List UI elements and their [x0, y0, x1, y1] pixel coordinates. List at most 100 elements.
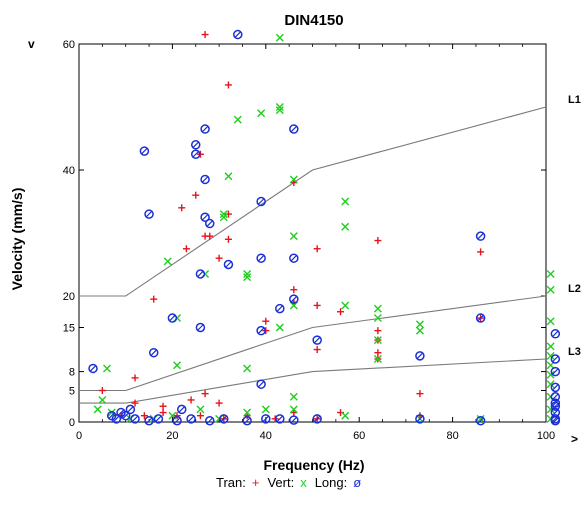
vert-point-b	[341, 222, 350, 231]
long-point	[200, 212, 210, 222]
long-point-ring	[475, 231, 486, 241]
long-point	[172, 415, 182, 426]
long-point	[550, 329, 561, 339]
vert-point-b	[98, 395, 107, 404]
vert-point	[476, 414, 485, 423]
long-point-ring	[144, 209, 154, 219]
tran-point	[313, 301, 321, 309]
long-point-ring	[289, 253, 299, 263]
long-point	[242, 415, 252, 426]
vert-point	[415, 320, 424, 329]
long-point-slash	[551, 417, 559, 425]
long-point-slash	[551, 383, 559, 391]
vert-point-b	[373, 314, 382, 323]
long-point-ring	[289, 124, 299, 134]
long-point-slash	[290, 416, 298, 424]
vert-point-b	[341, 301, 350, 310]
vert-point-b	[196, 405, 205, 414]
long-point-slash	[551, 368, 559, 376]
y-tick-label: 0	[69, 417, 75, 429]
long-point-slash	[117, 409, 125, 416]
vert-point	[275, 103, 284, 111]
long-point	[144, 415, 154, 426]
long-point-ring	[195, 322, 206, 333]
vert-point	[546, 285, 555, 294]
long-point-slash	[262, 415, 270, 423]
long-point	[289, 415, 299, 425]
reference-line-l3	[79, 358, 547, 404]
vert-point-b	[289, 175, 298, 184]
long-point-slash	[257, 254, 265, 262]
vert-point	[219, 210, 228, 219]
long-point-ring	[550, 366, 561, 377]
long-point	[191, 140, 201, 150]
vert-point-b	[275, 106, 284, 115]
long-point	[233, 29, 243, 40]
legend-entry-label: Vert:	[267, 475, 294, 490]
y-tick-label: 15	[63, 323, 75, 335]
legend-entry-symbol: +	[252, 475, 260, 490]
vert-point-b	[289, 405, 298, 414]
tran-point	[201, 232, 209, 240]
vert-point	[224, 172, 233, 181]
vert-point-b	[93, 405, 102, 414]
vert-point	[289, 405, 298, 414]
long-point-slash	[206, 417, 214, 425]
long-point-slash	[551, 393, 559, 401]
long-point-slash	[551, 330, 559, 338]
long-point-ring	[111, 414, 122, 424]
tran-point	[477, 248, 485, 256]
long-point-ring	[256, 253, 266, 263]
long-point	[475, 313, 486, 323]
x-axis-marker: >	[571, 432, 578, 446]
vert-point-b	[107, 408, 116, 417]
reference-line-l1	[79, 106, 547, 297]
vert-point-b	[546, 342, 555, 351]
long-point-slash	[477, 314, 485, 322]
long-point-ring	[130, 414, 140, 424]
x-tick-label: 40	[260, 430, 272, 442]
vert-point	[275, 33, 284, 42]
vert-point	[546, 269, 555, 278]
vert-point-b	[233, 115, 242, 124]
x-tick-label: 60	[353, 430, 365, 442]
long-point	[130, 414, 140, 424]
long-point-ring	[88, 363, 98, 374]
x-tick-label: 20	[166, 430, 178, 442]
long-point-slash	[290, 125, 298, 133]
series-vert	[93, 33, 555, 423]
vert-point	[243, 273, 252, 282]
long-point-slash	[206, 220, 214, 227]
tran-point	[215, 254, 223, 262]
vert-point-b	[373, 304, 382, 313]
long-point	[167, 313, 178, 323]
long-point-slash	[477, 232, 485, 240]
tran-point	[159, 402, 167, 410]
long-point-slash	[290, 254, 298, 262]
tran-point	[178, 204, 186, 212]
vert-point	[546, 342, 555, 351]
long-point-ring	[125, 404, 136, 415]
long-point	[195, 322, 206, 333]
vert-point	[373, 355, 382, 363]
long-point-ring	[139, 146, 150, 156]
x-tick-label: 80	[446, 430, 458, 442]
long-point-ring	[312, 414, 322, 424]
vert-point-b	[243, 364, 252, 373]
vert-point	[341, 411, 350, 420]
long-point	[312, 335, 322, 345]
vert-point-b	[373, 336, 382, 345]
long-point-ring	[219, 414, 229, 424]
long-point-ring	[116, 407, 126, 418]
vert-point-b	[224, 172, 233, 181]
long-point-slash	[192, 141, 200, 149]
long-point	[111, 414, 122, 424]
long-point-ring	[153, 414, 164, 424]
series-tran	[98, 31, 485, 423]
long-point-slash	[178, 405, 186, 413]
long-point-ring	[289, 415, 299, 425]
long-point-slash	[126, 405, 134, 413]
reference-line-label: L3	[568, 346, 581, 358]
long-point	[153, 414, 164, 424]
long-point-slash	[276, 415, 284, 423]
